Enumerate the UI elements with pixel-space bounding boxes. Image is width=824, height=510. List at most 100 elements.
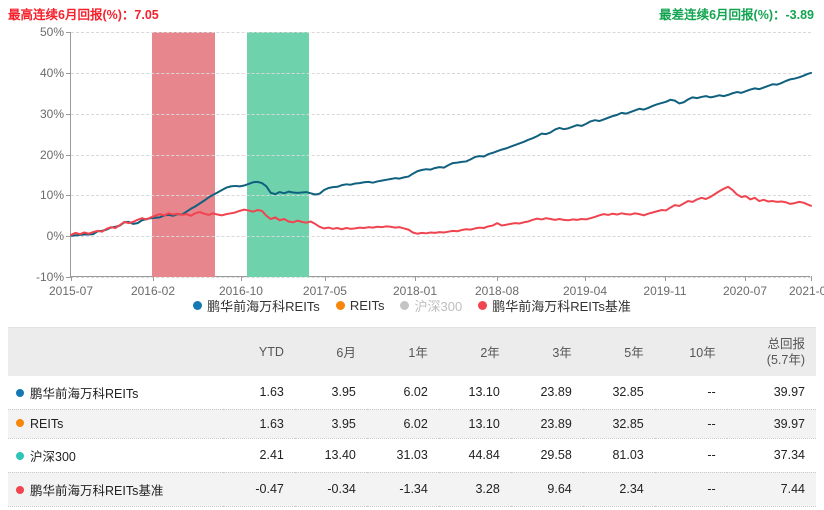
gridline [71,154,811,156]
y-axis-tick-label: 0% [46,229,64,244]
chart-series-lines [71,32,811,277]
y-axis-tick-mark [66,236,71,238]
x-axis-tick-mark [240,276,242,281]
gridline [71,236,811,238]
table-cell: 1.63 [222,409,295,439]
table-cell: 3.28 [438,472,511,507]
y-axis-tick-label: -10% [35,270,64,284]
worst-6month-return-label: 最差连续6月回报(%)： [659,8,786,22]
y-axis-tick-label: 50% [39,25,64,39]
table-cell: 13.10 [438,375,511,410]
legend-dot-icon [335,301,345,310]
series-dot-icon [16,485,24,494]
table-cell: -- [654,472,727,507]
worst-6month-return-header: 最差连续6月回报(%)：-3.89 [659,4,814,22]
y-axis-tick-mark [66,277,71,278]
table-row: REITs 1.63 3.95 6.02 13.10 23.89 32.85 -- 39.97 [8,409,816,439]
table-cell: 9.64 [510,472,583,507]
best-6month-return-value: 7.05 [134,8,159,22]
x-axis-tick-mark [415,276,417,281]
table-col-header-3年: 3年 [510,327,583,376]
table-row-label: 同类排名 [8,506,223,510]
table-cell: -1.34 [366,472,439,507]
table-cell: -- [654,375,727,410]
y-axis-tick-mark [66,72,71,74]
y-axis-tick-mark [66,195,71,197]
table-cell: -0.34 [294,472,367,507]
series-line [71,187,811,235]
x-axis-tick-label: 2018-01 [392,284,438,298]
total-return-line1: 总回报 [767,336,805,351]
y-axis-tick-mark [66,113,71,115]
series-dot-icon [16,388,24,397]
table-cell: 32.85 [582,409,655,439]
table-cell: 39.97 [726,375,816,410]
table-cell: -- [654,409,727,439]
table-cell: -- [655,506,727,510]
legend-item-2[interactable]: 沪深300 [400,296,462,315]
table-cell: 29.58 [510,438,583,473]
table-cell: 23.89 [510,375,583,410]
x-axis-tick-mark [324,276,326,281]
performance-table: YTD 6月 1年 2年 3年 5年 10年 总回报 (5.7年) 鹏华前海万科REITs 1.6… [8,327,816,510]
row-name-text: 沪深300 [30,449,76,464]
legend-item-1[interactable]: REITs [335,298,384,313]
x-axis-tick-mark [585,276,586,281]
table-col-header-total-return: 总回报 (5.7年) [726,327,816,376]
table-body: 鹏华前海万科REITs 1.63 3.95 6.02 13.10 23.89 32.85 --… [8,375,816,510]
table-header: YTD 6月 1年 2年 3年 5年 10年 总回报 (5.7年) [8,327,816,376]
table-col-header-6月: 6月 [294,327,367,376]
worst-6month-return-value: -3.89 [785,8,815,22]
table-cell: 1/1 [367,506,439,510]
legend-item-3[interactable]: 鹏华前海万科REITs基准 [478,296,631,315]
table-cell: 1/1 [223,506,295,510]
gridline [71,32,811,33]
table-row-label: 鹏华前海万科REITs [8,375,223,410]
table-cell: 39.97 [726,409,816,439]
y-axis-tick-label: 40% [39,65,64,80]
performance-chart: -10% 0% 10% 20% 30% 40% 50% 2015-07 2016-02 2016… [0,22,824,298]
y-axis-tick-mark [66,154,71,156]
table-cell: -0.47 [222,472,295,507]
gridline [71,277,811,278]
table-col-header-name [8,327,223,376]
table-cell: 1/1 [727,506,816,510]
table-cell: 1/1 [439,506,511,510]
table-cell: 37.34 [726,438,816,473]
legend-item-0[interactable]: 鹏华前海万科REITs [193,296,320,315]
table-cell: 1/1 [583,506,655,510]
series-dot-icon [16,451,24,460]
x-axis-tick-mark [152,276,154,281]
x-axis-tick-label: 2021-02 [788,284,824,298]
x-axis-tick-label: 2018-08 [474,284,520,298]
table-cell: 3.95 [294,375,367,410]
legend-item-label: 沪深300 [414,299,463,314]
x-axis-tick-label: 2016-10 [218,284,263,298]
x-axis-tick-mark [811,276,812,281]
y-axis-tick-label: 30% [39,106,64,121]
x-axis-tick-label: 2019-04 [562,284,608,298]
x-axis-tick-mark [744,276,746,281]
legend-dot-icon [193,301,203,310]
row-name-text: 鹏华前海万科REITs基准 [30,483,164,498]
series-line [71,73,811,236]
table-cell: 44.84 [438,438,511,473]
table-row: 鹏华前海万科REITs 1.63 3.95 6.02 13.10 23.89 32.85 --… [8,375,816,410]
table-cell: 6.02 [366,375,439,410]
x-axis-tick-label: 2016-02 [130,284,176,298]
series-dot-icon [16,418,24,427]
gridline [71,195,811,197]
table-col-header-YTD: YTD [222,327,295,376]
best-6month-return-label: 最高连续6月回报(%)： [8,8,135,22]
table-cell: 13.10 [438,409,511,439]
x-axis-tick-label: 2017-05 [302,284,347,298]
chart-legend: 鹏华前海万科REITs REITs 沪深300 鹏华前海万科REITs基准 [0,296,824,315]
table-row-label: REITs [8,409,223,439]
best-6month-return-header: 最高连续6月回报(%)：7.05 [8,4,159,22]
gridline [71,72,811,74]
table-cell: 1/1 [295,506,367,510]
table-row: 鹏华前海万科REITs基准 -0.47 -0.34 -1.34 3.28 9.64 2.34… [8,472,816,507]
table-col-header-2年: 2年 [438,327,511,376]
table-cell: 3.95 [294,409,367,439]
